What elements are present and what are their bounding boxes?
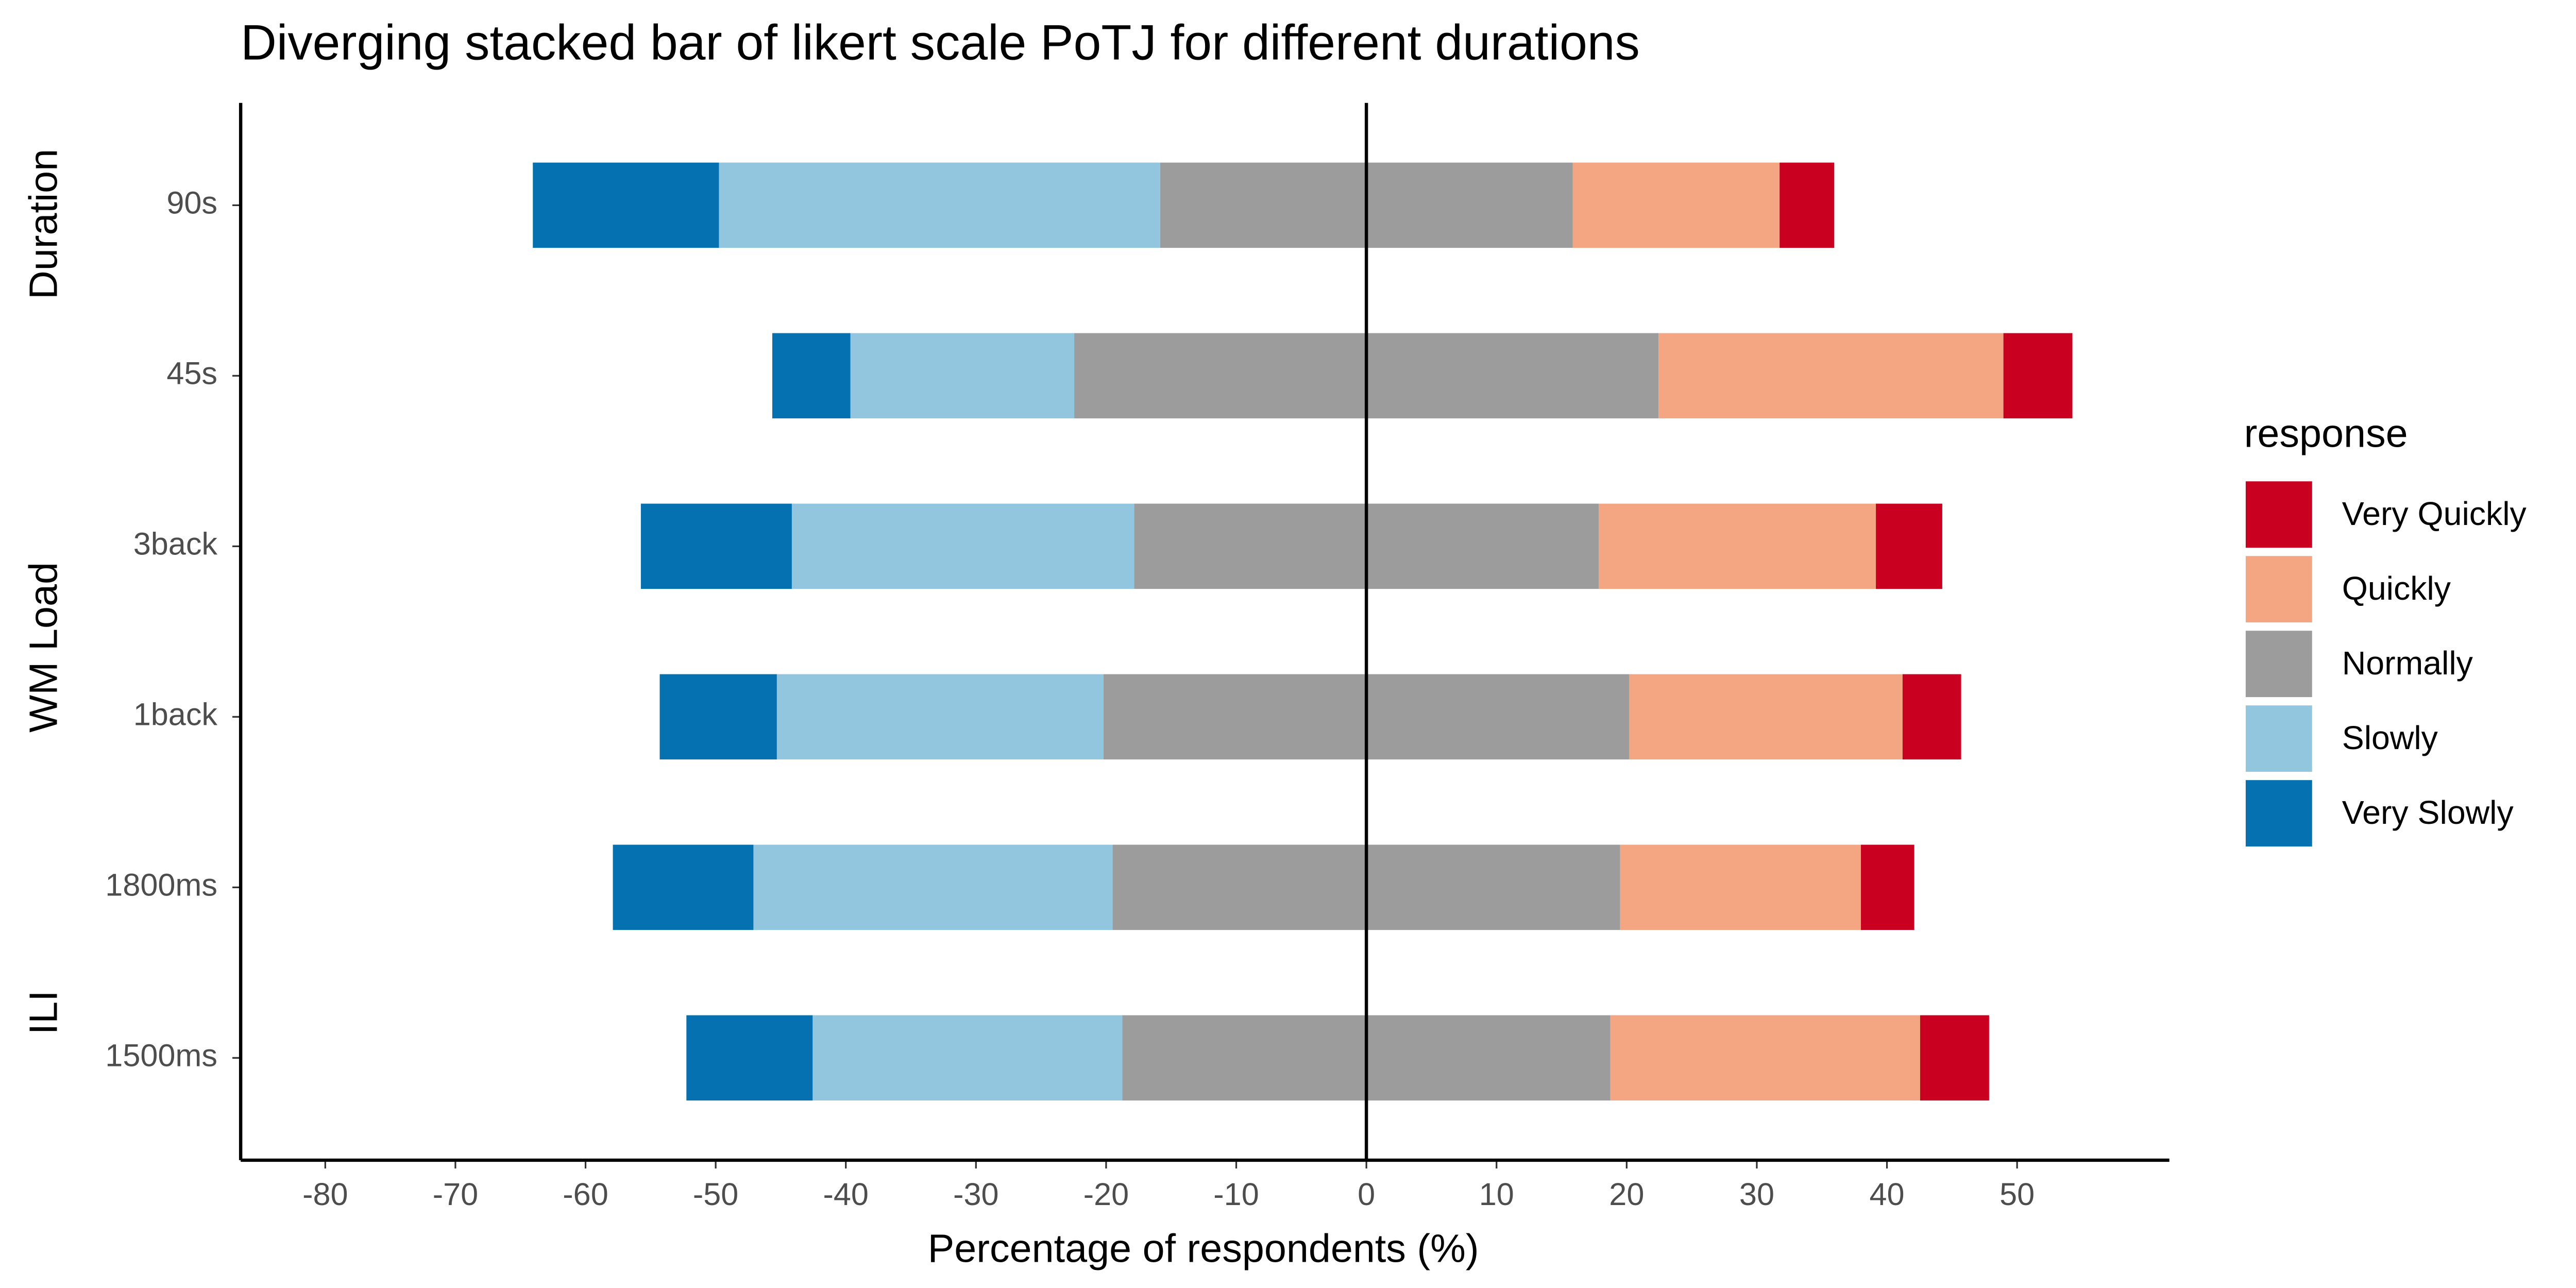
legend-swatch xyxy=(2245,556,2312,623)
legend-label: Slowly xyxy=(2342,719,2438,756)
legend-swatch xyxy=(2245,780,2312,847)
bar-segment xyxy=(1658,333,2004,419)
x-tick-label: -40 xyxy=(823,1177,869,1212)
x-tick-label: 40 xyxy=(1870,1177,1905,1212)
x-tick-label: -10 xyxy=(1213,1177,1259,1212)
bar-segment xyxy=(1620,844,1861,930)
bar-segment xyxy=(613,844,754,930)
x-tick-label: 20 xyxy=(1609,1177,1644,1212)
chart-title: Diverging stacked bar of likert scale Po… xyxy=(241,15,1640,71)
group-label: WM Load xyxy=(22,562,66,733)
legend-label: Very Quickly xyxy=(2342,495,2527,532)
y-tick-label: 90s xyxy=(166,185,217,221)
legend-label: Very Slowly xyxy=(2342,794,2514,831)
legend-swatch xyxy=(2245,631,2312,698)
x-tick-label: -60 xyxy=(563,1177,608,1212)
bar-segment xyxy=(719,162,1160,248)
bar-segment xyxy=(1861,844,1914,930)
group-label: ILI xyxy=(22,990,66,1035)
y-tick-label: 1back xyxy=(133,697,218,732)
bar-segment xyxy=(772,333,851,419)
x-tick-label: 50 xyxy=(1999,1177,2035,1212)
bar-segment xyxy=(1629,674,1903,760)
bar-segment xyxy=(791,503,1134,589)
legend-title: response xyxy=(2244,412,2408,456)
bar-segment xyxy=(659,674,777,760)
bar-segment xyxy=(2003,333,2073,419)
x-tick-label: -50 xyxy=(693,1177,738,1212)
legend-label: Normally xyxy=(2342,645,2473,682)
bar-segment xyxy=(850,333,1075,419)
x-tick-label: -80 xyxy=(302,1177,348,1212)
bar-segment xyxy=(753,844,1113,930)
bar-segment xyxy=(1920,1015,1989,1101)
x-tick-label: 0 xyxy=(1358,1177,1375,1212)
legend-label: Quickly xyxy=(2342,570,2451,607)
bar-segment xyxy=(1876,503,1942,589)
bar-segment xyxy=(812,1015,1123,1101)
legend-swatch xyxy=(2245,481,2312,548)
bar-segment xyxy=(686,1015,813,1101)
x-axis-title: Percentage of respondents (%) xyxy=(928,1227,1479,1271)
bar-segment xyxy=(640,503,792,589)
y-tick-label: 3back xyxy=(133,527,218,562)
y-tick-label: 1500ms xyxy=(105,1038,217,1073)
bar-segment xyxy=(1599,503,1876,589)
x-tick-label: -20 xyxy=(1083,1177,1129,1212)
y-tick-label: 1800ms xyxy=(105,868,217,903)
bar-segment xyxy=(1780,162,1835,248)
x-tick-label: 10 xyxy=(1479,1177,1514,1212)
bar-segment xyxy=(1610,1015,1920,1101)
x-tick-label: -70 xyxy=(433,1177,478,1212)
x-tick-label: 30 xyxy=(1739,1177,1774,1212)
bar-segment xyxy=(1572,162,1780,248)
bar-segment xyxy=(1902,674,1961,760)
y-tick-label: 45s xyxy=(166,356,217,391)
bar-segment xyxy=(533,162,719,248)
group-label: Duration xyxy=(22,149,66,299)
legend-swatch xyxy=(2245,705,2312,772)
x-tick-label: -30 xyxy=(953,1177,998,1212)
bar-segment xyxy=(776,674,1104,760)
